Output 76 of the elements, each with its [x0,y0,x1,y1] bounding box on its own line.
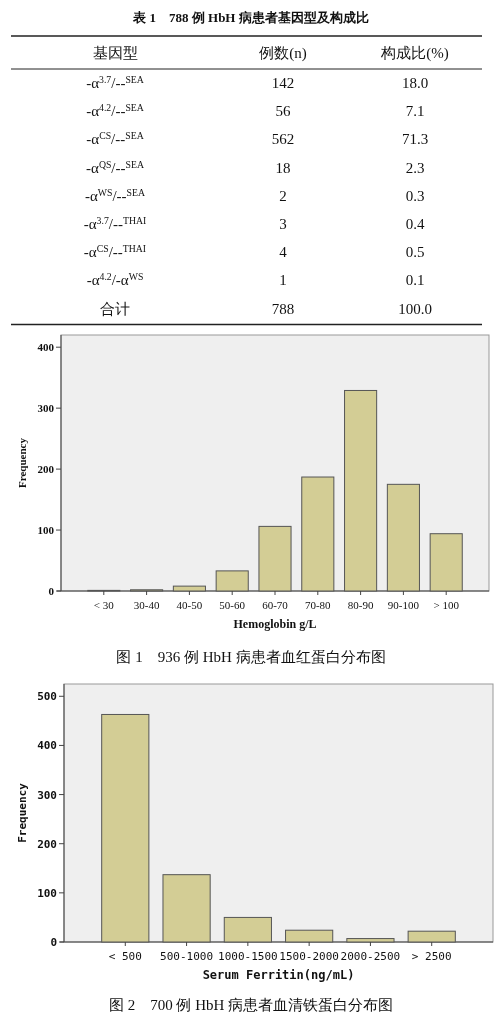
bar [162,874,211,943]
text: 基因型 [92,45,138,61]
caption: 图 1 936 例 HbH 病患者血红蛋白分布图 [116,649,386,665]
y-axis-title: Frequency [16,782,29,843]
x-tick-label: < 30 [93,599,115,611]
text: 表 1 788 例 HbH 病患者基因型及构成比 [132,10,369,25]
bar [301,476,335,592]
category-label: -α$^{CS}$/--$^{THAI}$ [83,242,147,261]
data-label: 788 [271,300,295,317]
bar [258,525,292,592]
y-tick-label: 200 [37,463,55,476]
bar [386,483,420,592]
x-tick-label: 70-80 [304,599,332,611]
y-tick-label: 300 [37,788,57,802]
bar [101,713,150,943]
x-tick-label: 60-70 [262,599,289,611]
text: 例数(n) [259,45,307,62]
category-label: -α$^{CS}$/--$^{SEA}$ [86,129,144,148]
x-tick-label: 2000-2500 [340,950,401,963]
caption: 图 2 700 例 HbH 病患者血清铁蛋白分布图 [108,997,394,1013]
y-tick-label: 500 [37,690,57,704]
data-label: 562 [271,131,295,148]
x-tick-label: < 500 [108,950,142,963]
category-label: -α$^{QS}$/--$^{SEA}$ [86,158,144,176]
bar [407,930,456,943]
data-label: 2 [279,187,287,204]
category-label: -α$^{4.2}$/-α$^{WS}$ [86,270,144,289]
data-label: 18.0 [401,75,429,91]
bar [172,585,206,592]
x-tick-label: 90-100 [387,599,420,611]
data-label: 142 [271,75,295,91]
x-tick-label: 500-1000 [160,950,214,963]
data-label: 3 [279,216,287,232]
category-label: 合计 [100,300,130,317]
y-tick-label: 400 [37,341,55,354]
x-tick-label: > 100 [433,599,460,611]
data-label: 18 [275,159,291,176]
data-label: 7.1 [405,103,425,120]
x-tick-label: 1500-2000 [279,950,339,963]
y-axis-title: Frequency [16,437,28,488]
data-label: 1 [279,272,287,289]
category-label: -α$^{WS}$/--$^{SEA}$ [84,186,146,204]
data-label: 71.3 [401,131,429,148]
category-label: -α$^{4.2}$/--$^{SEA}$ [86,101,144,120]
x-tick-label: 1000-1500 [218,950,278,963]
bar [346,938,395,943]
bar [344,389,378,592]
data-label: 2.3 [405,159,425,176]
category-label: -α$^{3.7}$/--$^{THAI}$ [83,214,147,232]
x-axis-title: Serum Ferritin(ng/mL) [202,968,355,982]
x-tick-label: 80-90 [347,599,374,611]
y-tick-label: 400 [37,739,57,753]
x-axis-title: Hemoglobin g/L [233,617,317,631]
y-tick-label: 0 [48,585,55,597]
bar [285,929,334,943]
data-label: 56 [275,103,291,120]
data-label: 4 [279,244,288,261]
y-tick-label: 0 [50,936,57,949]
data-label: 0.4 [405,216,425,232]
data-label: 100.0 [398,300,432,317]
x-tick-label: 40-50 [176,599,203,611]
bar [215,570,249,592]
y-tick-label: 300 [37,402,55,415]
x-tick-label: 50-60 [219,599,246,611]
x-tick-label: 30-40 [133,599,160,611]
category-label: -α$^{3.7}$/--$^{SEA}$ [86,73,144,91]
bar [223,916,272,943]
x-tick-label: > 2500 [411,950,452,963]
y-tick-label: 100 [37,886,57,900]
y-tick-label: 200 [37,837,57,851]
y-tick-label: 100 [37,524,55,537]
bar [429,533,463,592]
data-label: 0.5 [405,244,425,261]
data-label: 0.3 [405,187,425,204]
data-label: 0.1 [405,272,425,289]
text: 构成比(%) [380,45,449,62]
